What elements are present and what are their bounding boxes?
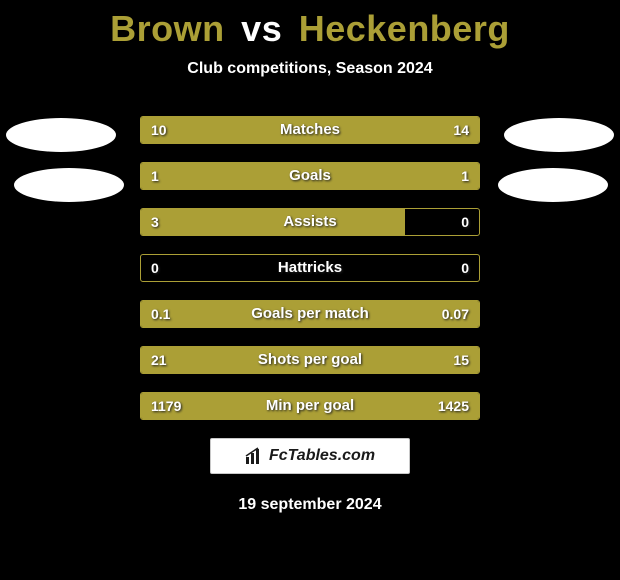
player1-name: Brown: [110, 8, 225, 49]
stat-row: 1014Matches: [140, 116, 480, 144]
stat-label: Shots per goal: [141, 347, 479, 373]
player1-avatar-shape: [6, 118, 116, 152]
vs-separator: vs: [241, 8, 282, 49]
player2-avatar-shape: [504, 118, 614, 152]
stat-label: Goals: [141, 163, 479, 189]
bar-chart-icon: [245, 447, 263, 465]
comparison-title: Brown vs Heckenberg: [0, 0, 620, 50]
stat-row: 30Assists: [140, 208, 480, 236]
branding-text: FcTables.com: [269, 447, 375, 465]
subtitle: Club competitions, Season 2024: [0, 60, 620, 78]
stat-label: Goals per match: [141, 301, 479, 327]
player2-avatar-shadow: [498, 168, 608, 202]
stat-row: 0.10.07Goals per match: [140, 300, 480, 328]
stat-row: 2115Shots per goal: [140, 346, 480, 374]
stat-row: 00Hattricks: [140, 254, 480, 282]
player1-avatar-shadow: [14, 168, 124, 202]
stat-row: 11791425Min per goal: [140, 392, 480, 420]
stat-label: Hattricks: [141, 255, 479, 281]
stats-comparison-list: 1014Matches 11Goals 30Assists 00Hattricks 0.…: [140, 116, 480, 420]
stat-label: Matches: [141, 117, 479, 143]
stat-label: Min per goal: [141, 393, 479, 419]
player2-name: Heckenberg: [299, 8, 510, 49]
branding-badge: FcTables.com: [210, 438, 410, 474]
stat-label: Assists: [141, 209, 479, 235]
stat-row: 11Goals: [140, 162, 480, 190]
snapshot-date: 19 september 2024: [0, 496, 620, 514]
